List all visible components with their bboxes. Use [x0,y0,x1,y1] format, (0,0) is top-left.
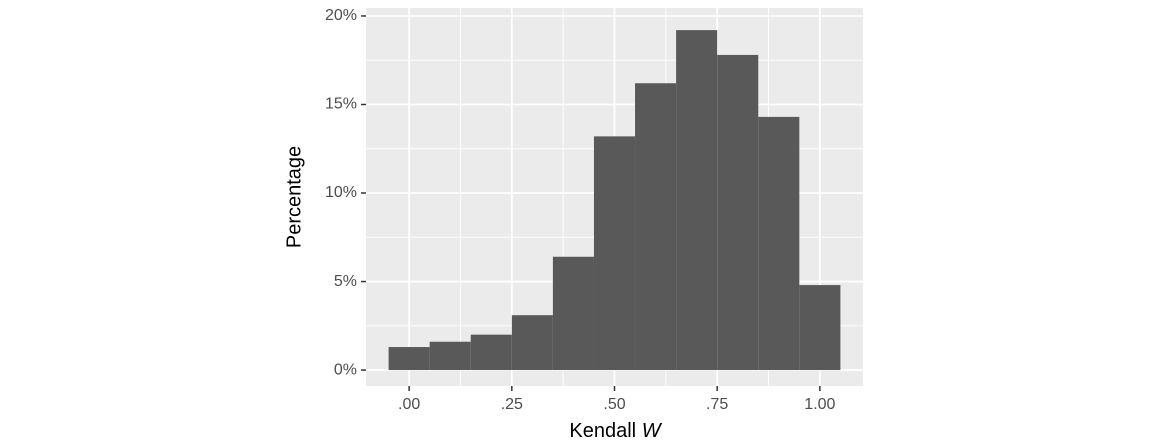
bar [717,54,759,371]
bar [388,347,430,371]
x-tick-label: .00 [398,396,420,413]
y-tick-label: 20% [325,7,357,24]
x-label-text: Kendall [569,420,636,442]
x-tick-label: .50 [603,396,625,413]
y-tick-label: 15% [325,96,357,113]
bar [429,341,471,371]
x-tick-label: .75 [706,396,728,413]
y-tick-label: 0% [334,361,357,378]
bar [635,83,677,371]
bar [676,30,718,371]
axes: 0% 5% 10% 15% 20% .00 .25 .50 .75 1.00 [325,7,836,413]
x-label-var: W [642,420,663,442]
bar [758,116,800,371]
bar [511,315,553,371]
bar [552,256,594,371]
x-tick-label: .25 [501,396,523,413]
y-tick-label: 5% [334,273,357,290]
bar [470,334,512,371]
y-axis-label: Percentage [283,146,305,248]
x-tick-label: 1.00 [804,396,835,413]
bar [799,285,841,371]
x-axis-label: Kendall W [569,420,662,442]
bar [593,136,636,371]
y-tick-label: 10% [325,184,357,201]
bars [388,30,841,371]
